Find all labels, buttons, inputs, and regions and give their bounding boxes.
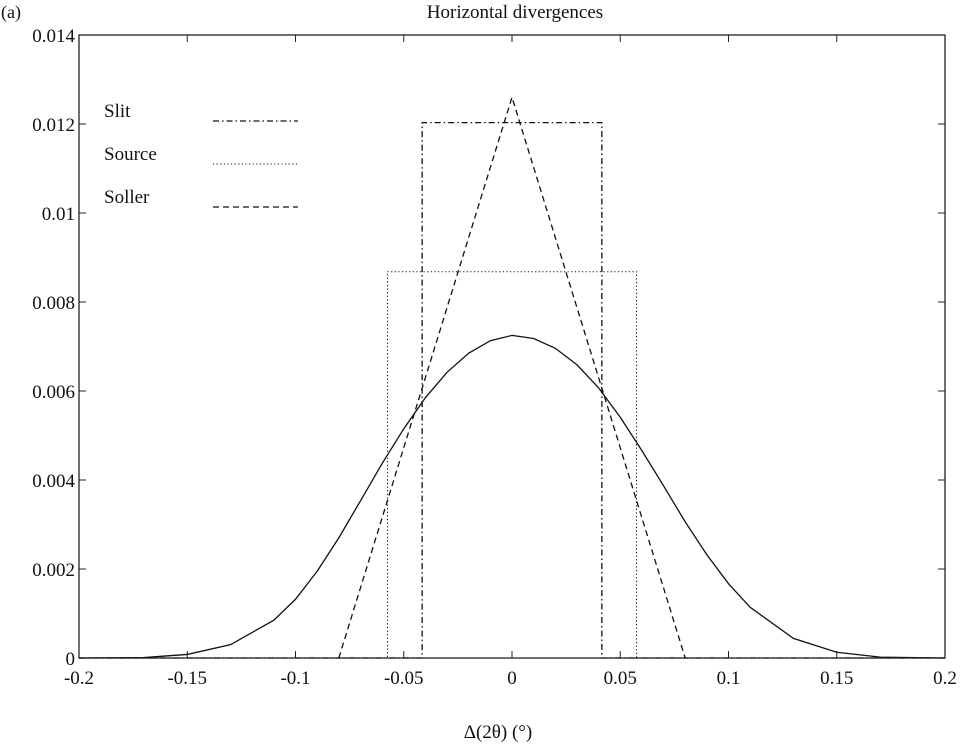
legend-label-slit: Slit: [104, 101, 131, 122]
plot-frame: [78, 34, 946, 659]
x-tick-label: 0.05: [604, 668, 637, 689]
x-tick-label: 0.15: [820, 668, 853, 689]
x-tick-label: -0.05: [384, 668, 424, 689]
x-tick-label: 0.1: [717, 668, 741, 689]
series-line-source: [79, 271, 945, 659]
x-tick-label: -0.15: [167, 668, 207, 689]
y-tick-label: 0.014: [32, 26, 75, 47]
series-layer: [78, 95, 946, 659]
x-tick-label: 0.2: [933, 668, 957, 689]
y-tick-label: 0.004: [32, 471, 75, 492]
series-line-soller: [338, 95, 686, 659]
x-tick-label: 0: [507, 668, 517, 689]
legend-label-source: Source: [104, 144, 157, 165]
panel-label: (a): [1, 2, 21, 23]
legend: Slit Source Soller: [104, 101, 298, 208]
x-axis-label: Δ(2θ) (°): [464, 722, 532, 743]
x-tick-label: -0.1: [280, 668, 310, 689]
legend-label-soller: Soller: [104, 187, 150, 208]
y-tick-label: 0.002: [32, 560, 75, 581]
y-tick-label: 0.006: [32, 382, 75, 403]
series-line-solid-curve: [78, 334, 946, 659]
y-tick-label: 0.012: [32, 115, 75, 136]
x-tick-label: -0.2: [64, 668, 94, 689]
series-line-slit: [79, 122, 945, 659]
chart-title: Horizontal divergences: [427, 2, 603, 23]
tick-layer: -0.2 -0.15 -0.1 -0.05 0 0.05 0.1 0.15 0.2 0 0.002 0…: [32, 26, 957, 689]
y-tick-label: 0.01: [42, 204, 75, 225]
y-tick-label: 0.008: [32, 293, 75, 314]
y-tick-label: 0: [66, 649, 76, 670]
